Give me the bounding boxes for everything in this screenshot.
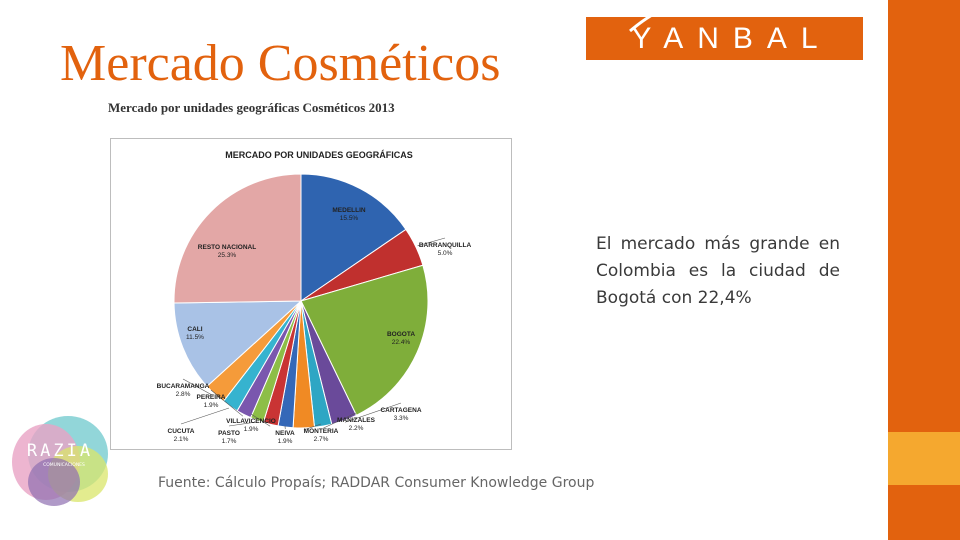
slice-value-label: 3.3%	[394, 415, 409, 422]
leader-line	[303, 423, 322, 431]
leader-line	[182, 378, 214, 396]
pie-slice-bogota	[300, 264, 429, 416]
sidebar-accent-bar	[888, 0, 960, 432]
slice-label: VILLAVICENCIO	[226, 418, 276, 425]
pie-slice-cali	[173, 300, 303, 388]
slice-label: MONTERIA	[304, 428, 339, 435]
slice-label: MANIZALES	[337, 417, 376, 424]
slice-label: RESTO NACIONAL	[198, 244, 256, 251]
slice-label: PASTO	[218, 430, 240, 437]
slice-label: CARTAGENA	[380, 407, 421, 414]
chart-title: MERCADO POR UNIDADES GEOGRÁFICAS	[225, 150, 413, 160]
chart-frame: MERCADO POR UNIDADES GEOGRÁFICAS MEDELLI…	[110, 138, 512, 450]
razia-logo-subtext: COMUNICACIONES	[43, 462, 85, 468]
razia-logo-text: RAZIA	[27, 441, 93, 461]
yanbal-logo: YANBAL	[586, 17, 863, 60]
pie-chart: MERCADO POR UNIDADES GEOGRÁFICAS MEDELLI…	[157, 150, 472, 445]
slice-value-label: 5.0%	[438, 250, 453, 257]
slice-value-label: 15.5%	[340, 215, 359, 222]
slice-value-label: 2.2%	[349, 425, 364, 432]
slice-label: CUCUTA	[168, 428, 195, 435]
slice-label: BARRANQUILLA	[419, 242, 472, 249]
leader-line	[344, 402, 402, 423]
slice-label: NEIVA	[275, 430, 295, 437]
pie-slice-resto-nacional	[173, 173, 302, 304]
slide-title: Mercado Cosméticos	[60, 35, 501, 92]
slice-value-label: 1.9%	[204, 402, 219, 409]
leader-line	[417, 237, 446, 247]
leader-line	[250, 413, 271, 427]
slice-value-label: 2.8%	[176, 391, 191, 398]
slice-label: BOGOTA	[387, 331, 415, 338]
source-note: Fuente: Cálculo Propaís; RADDAR Consumer…	[158, 475, 595, 491]
sidebar-accent-block	[888, 432, 960, 485]
slice-value-label: 11.5%	[186, 334, 204, 341]
razia-logo: RAZIA COMUNICACIONES	[8, 412, 113, 512]
slice-value-label: 1.9%	[278, 438, 293, 445]
slice-label: CALI	[187, 326, 202, 333]
slice-label: BUCARAMANGA	[157, 383, 210, 390]
chart-caption: Mercado por unidades geográficas Cosméti…	[108, 100, 395, 115]
leader-line	[180, 407, 230, 425]
yanbal-logo-text: YANBAL	[631, 22, 832, 55]
slice-value-label: 25.3%	[218, 252, 237, 259]
logo-swoosh	[629, 17, 652, 33]
slice-value-label: 22.4%	[392, 339, 411, 346]
slice-label: PEREIRA	[197, 394, 226, 401]
pie-slices	[173, 173, 429, 429]
leader-line	[210, 389, 244, 417]
slice-value-label: 1.7%	[222, 438, 237, 445]
leader-line	[228, 421, 257, 427]
body-text: El mercado más grande en Colombia es la …	[596, 234, 840, 308]
razia-logo-graphic: RAZIA COMUNICACIONES	[12, 416, 108, 506]
leader-line	[323, 412, 357, 429]
slice-value-label: 2.1%	[174, 436, 189, 443]
slice-label: MEDELLIN	[332, 207, 366, 214]
sidebar-accent-bottom	[888, 485, 960, 540]
slice-value-label: 2.7%	[314, 436, 329, 443]
slice-value-label: 1.9%	[244, 426, 259, 433]
pie-slice-medellin	[300, 173, 407, 302]
pie-leader-lines	[180, 237, 446, 431]
